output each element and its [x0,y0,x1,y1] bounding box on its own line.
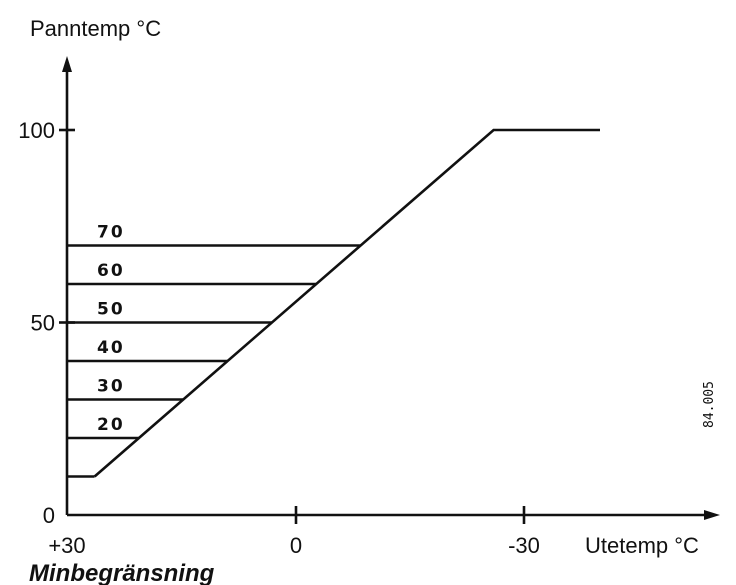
y-tick-label: 0 [43,503,55,528]
heating-curve [93,128,600,478]
x-tick-label: +30 [48,533,85,558]
x-axis-arrow [704,510,720,520]
y-tick-label: 50 [31,311,55,336]
y-axis-title: Panntemp °C [30,16,161,41]
chart-texts: Panntemp °C Utetemp °C Minbegränsning 84… [29,16,717,585]
min-limit-label: 60 [97,261,125,281]
min-limit-levels: 20 30 40 50 60 70 [67,223,361,478]
y-axis-arrow [62,56,72,72]
min-limit-label: 20 [97,415,125,435]
min-limit-label: 50 [97,300,125,320]
min-limit-label: 70 [97,223,125,243]
x-axis-title: Utetemp °C [585,533,699,558]
axes: +30 0 -30 0 50 100 [18,56,720,558]
y-tick-label: 100 [18,118,55,143]
min-limit-label: 30 [97,377,125,397]
min-limit-label: 40 [97,338,125,358]
figure-reference: 84.005 [702,381,717,428]
x-tick-label: -30 [508,533,540,558]
heating-curve-line [93,128,600,478]
chart-caption: Minbegränsning [29,560,215,585]
x-tick-label: 0 [290,533,302,558]
